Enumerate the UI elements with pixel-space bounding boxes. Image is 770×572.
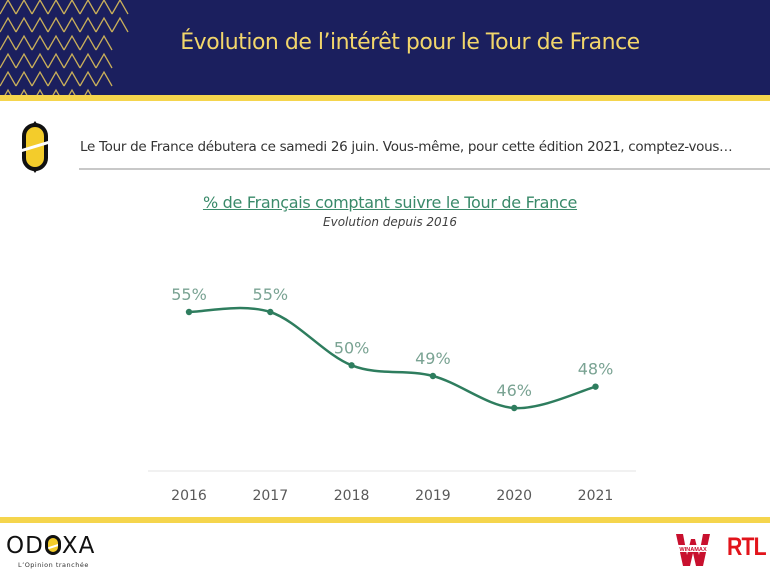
chart-title: % de Français comptant suivre le Tour de…	[202, 193, 578, 212]
odoxa-logo: OD XA	[6, 533, 95, 559]
data-point-2018	[348, 362, 355, 369]
question-divider	[79, 168, 770, 170]
data-label-2018: 50%	[334, 338, 370, 357]
x-tick-2016: 2016	[171, 488, 207, 504]
chevron-pattern-icon	[0, 0, 129, 95]
odoxa-letters-right: XA	[61, 533, 96, 559]
footer-divider	[0, 517, 770, 523]
x-tick-2020: 2020	[496, 488, 532, 504]
question-text: Le Tour de France débutera ce samedi 26 …	[80, 139, 733, 155]
data-label-2019: 49%	[415, 349, 451, 368]
data-label-2020: 46%	[496, 381, 532, 400]
odoxa-o-icon	[44, 535, 61, 555]
header-divider	[0, 95, 770, 101]
data-label-2021: 48%	[578, 360, 614, 379]
odoxa-tagline: L’Opinion tranchée	[18, 561, 89, 569]
page-title: Évolution de l’intérêt pour le Tour de F…	[180, 30, 640, 55]
data-point-2020	[511, 404, 518, 412]
data-point-2017	[267, 308, 274, 316]
header-banner: Évolution de l’intérêt pour le Tour de F…	[0, 0, 770, 95]
rtl-logo: RTL	[727, 533, 767, 561]
series-line	[188, 306, 596, 410]
chart-subtitle: Evolution depuis 2016	[323, 215, 457, 229]
data-label-2016: 55%	[171, 285, 207, 304]
data-point-2016	[185, 308, 193, 316]
x-tick-2017: 2017	[252, 488, 288, 504]
odoxa-o-icon	[22, 121, 48, 173]
data-point-2019	[429, 372, 437, 380]
x-tick-2018: 2018	[334, 488, 370, 504]
odoxa-letters-left: OD	[6, 533, 44, 559]
x-tick-2019: 2019	[415, 488, 451, 504]
data-point-2021	[592, 383, 599, 390]
winamax-logo-icon: WINAMAX	[675, 534, 711, 566]
winamax-label: WINAMAX	[679, 547, 707, 553]
x-tick-2021: 2021	[578, 488, 614, 504]
data-label-2017: 55%	[253, 285, 289, 304]
